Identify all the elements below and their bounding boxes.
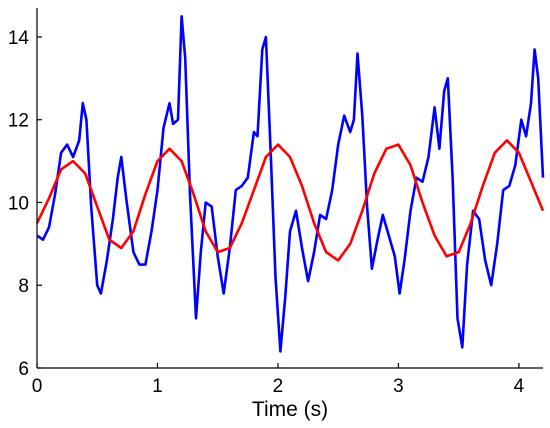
series-layer [35,15,545,353]
x-tick-label: 0 [32,376,43,397]
y-tick-label: 8 [18,276,29,297]
x-tick-label: 2 [273,376,284,397]
y-tick-label: 14 [8,28,30,49]
series-line-2 [35,139,545,262]
x-tick-label: 3 [393,376,404,397]
y-tick-label: 6 [18,359,29,380]
y-tick-label: 12 [8,111,29,132]
series-line-1 [36,15,545,353]
x-axis-title: Time (s) [252,398,328,421]
x-axis-ticks: 0 1 2 3 4 [32,363,525,397]
y-axis-ticks: 6 8 10 12 14 [8,28,42,380]
x-tick-label: 4 [514,376,525,397]
y-tick-label: 10 [8,193,29,214]
x-tick-label: 1 [152,376,163,397]
